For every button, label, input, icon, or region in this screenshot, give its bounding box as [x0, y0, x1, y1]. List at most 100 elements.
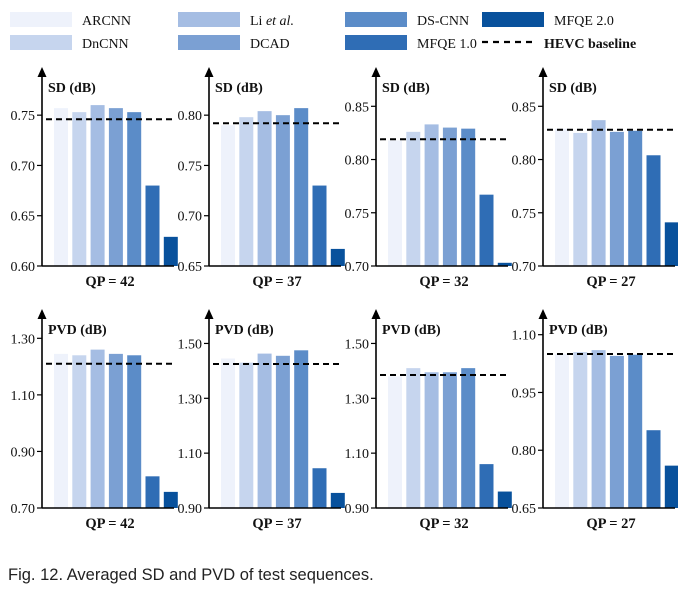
panel-8: 0.65 0.80 0.95 1.10 PVD (dB) QP = 27 [512, 309, 678, 532]
y-tick-label: 0.75 [512, 207, 537, 222]
bar-ds-cnn [461, 368, 476, 508]
bar-mfqe-2-0 [163, 491, 178, 508]
y-tick-label: 1.10 [512, 329, 537, 344]
panel-title: PVD (dB) [215, 323, 274, 338]
bar-dncnn [573, 352, 588, 508]
bar-dcad [275, 115, 290, 267]
x-axis-label: QP = 27 [586, 274, 635, 290]
bar-mfqe-1-0 [646, 155, 661, 266]
panel-title: PVD (dB) [549, 323, 608, 338]
legend-swatch [482, 12, 544, 27]
bar-dncnn [72, 355, 87, 508]
legend-label: Li et al. [250, 14, 294, 29]
panel-6: 0.90 1.10 1.30 1.50 PVD (dB) QP = 37 [178, 309, 345, 532]
y-tick-label: 1.10 [11, 389, 36, 404]
bar-dncnn [239, 362, 254, 508]
panel-3: 0.70 0.75 0.80 0.85 SD (dB) QP = 32 [345, 67, 512, 290]
panel-2: 0.65 0.70 0.75 0.80 SD (dB) QP = 37 [178, 67, 345, 290]
y-tick-label: 1.30 [345, 392, 370, 407]
bar-dcad [442, 372, 457, 508]
legend-label: DnCNN [82, 37, 129, 52]
y-axis-arrow [204, 309, 214, 319]
x-axis-label: QP = 37 [252, 274, 301, 290]
y-axis-arrow [371, 309, 381, 319]
y-tick-label: 0.70 [512, 260, 537, 275]
bar-mfqe-1-0 [145, 476, 160, 508]
y-tick-label: 0.70 [345, 260, 370, 275]
bar-mfqe-1-0 [312, 468, 327, 508]
panel-title: PVD (dB) [382, 323, 441, 338]
legend-swatch [10, 12, 72, 27]
legend-item-ds-cnn: DS-CNN [345, 12, 469, 29]
legend-item-mfqe-2-0: MFQE 2.0 [482, 12, 614, 29]
legend-swatch [10, 35, 72, 50]
chart-panels: 0.60 0.65 0.70 0.75 SD (dB) QP = 42 0.650.700.… [11, 67, 678, 532]
bar-arcnn [54, 108, 68, 266]
bar-ds-cnn [294, 108, 309, 266]
bar-mfqe-2-0 [163, 236, 178, 266]
y-tick-label: 0.90 [345, 502, 370, 517]
bar-arcnn [221, 125, 235, 266]
y-tick-label: 0.60 [11, 260, 36, 275]
panel-title: SD (dB) [382, 81, 430, 96]
y-tick-label: 0.80 [512, 444, 537, 459]
bar-mfqe-1-0 [145, 185, 160, 266]
y-tick-label: 0.80 [345, 154, 370, 169]
bar-dncnn [239, 117, 254, 266]
bar-ds-cnn [628, 354, 643, 508]
y-tick-label: 0.65 [11, 210, 36, 225]
y-tick-label: 1.50 [178, 337, 203, 352]
x-axis-label: QP = 37 [252, 516, 301, 532]
bar-dcad [609, 355, 624, 508]
bar-dncnn [406, 368, 421, 508]
legend-swatch [345, 35, 407, 50]
bar-mfqe-2-0 [497, 262, 512, 266]
legend-label: ARCNN [82, 14, 131, 29]
legend-label: MFQE 1.0 [417, 37, 477, 52]
bar-mfqe-2-0 [330, 248, 345, 266]
bar-li-et-al [90, 105, 105, 266]
legend-label: MFQE 2.0 [554, 14, 614, 29]
legend-label: HEVC baseline [544, 37, 636, 52]
y-tick-label: 1.30 [11, 332, 36, 347]
panel-7: 0.90 1.10 1.30 1.50 PVD (dB) QP = 32 [345, 309, 512, 532]
bar-li-et-al [257, 353, 272, 508]
y-tick-label: 0.80 [178, 109, 203, 124]
bar-mfqe-1-0 [646, 430, 661, 508]
y-axis-arrow [371, 67, 381, 77]
legend-item-arcnn: ARCNN [10, 12, 131, 29]
legend-label: DCAD [250, 37, 290, 52]
bar-li-et-al [424, 124, 439, 266]
x-axis-label: QP = 27 [586, 516, 635, 532]
bar-mfqe-1-0 [312, 185, 327, 266]
x-axis-label: QP = 32 [419, 516, 468, 532]
legend-item-hevc-baseline: HEVC baseline [482, 37, 636, 52]
bar-mfqe-2-0 [664, 222, 678, 266]
y-tick-label: 0.90 [178, 502, 203, 517]
bar-ds-cnn [294, 350, 309, 508]
y-tick-label: 1.10 [345, 447, 370, 462]
legend-label: DS-CNN [417, 14, 469, 29]
bar-li-et-al [90, 349, 105, 508]
legend-swatch [178, 12, 240, 27]
legend-item-dcad: DCAD [178, 35, 290, 52]
figure-caption: Fig. 12. Averaged SD and PVD of test seq… [8, 566, 374, 584]
y-tick-label: 1.50 [345, 337, 370, 352]
bar-mfqe-1-0 [479, 194, 494, 266]
bar-arcnn [555, 128, 569, 266]
bar-arcnn [54, 353, 68, 508]
panel-4: 0.70 0.75 0.80 0.85 SD (dB) QP = 27 [512, 67, 678, 290]
bar-arcnn [555, 353, 569, 508]
y-tick-label: 0.85 [345, 100, 370, 115]
bar-li-et-al [591, 350, 606, 508]
bar-ds-cnn [127, 355, 142, 508]
bar-li-et-al [257, 111, 272, 267]
x-axis-label: QP = 42 [85, 516, 134, 532]
y-tick-label: 0.75 [11, 109, 36, 124]
bar-mfqe-2-0 [664, 465, 678, 508]
y-tick-label: 0.70 [11, 502, 36, 517]
bar-dcad [609, 131, 624, 266]
bar-dcad [442, 127, 457, 267]
bar-li-et-al [591, 120, 606, 267]
